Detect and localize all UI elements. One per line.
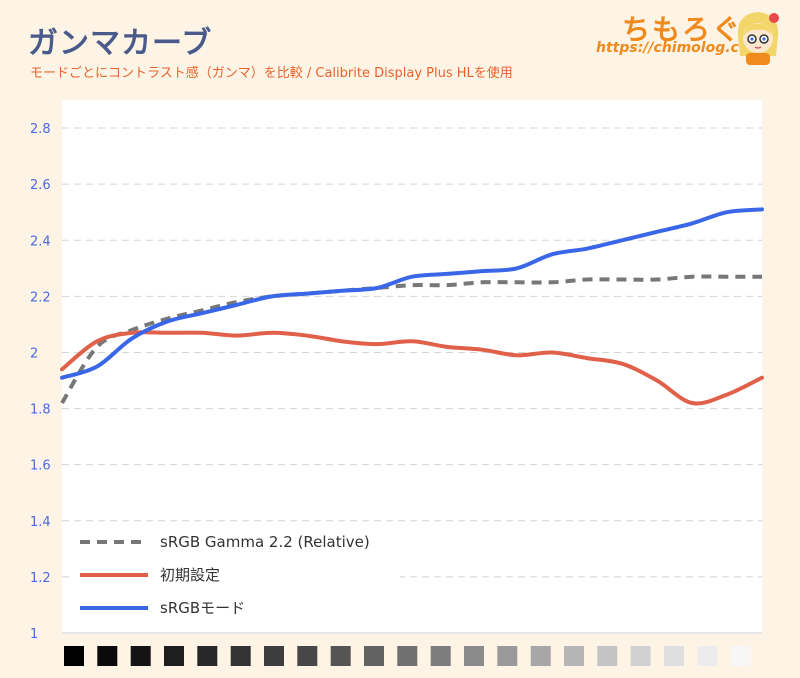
- legend-label: sRGB Gamma 2.2 (Relative): [160, 533, 370, 551]
- brand-url: https://chimolog.co/: [596, 40, 754, 56]
- series-line-default: [60, 330, 764, 406]
- grayscale-step: [464, 646, 484, 666]
- grayscale-step: [364, 646, 384, 666]
- page-title: ガンマカーブ: [28, 26, 213, 61]
- y-tick-label: 1.2: [30, 571, 51, 586]
- grayscale-step: [264, 646, 284, 666]
- y-tick-label: 1: [30, 627, 38, 642]
- legend: sRGB Gamma 2.2 (Relative) 初期設定 sRGBモード: [80, 533, 370, 617]
- grayscale-step: [230, 646, 251, 666]
- grayscale-step: [630, 646, 651, 666]
- mascot-icon: [737, 12, 779, 65]
- y-axis-ticks: 1 1.2 1.4 1.6 1.8 2 2.2 2.4 2.6 2.8: [30, 122, 51, 642]
- y-tick-label: 2.8: [30, 122, 51, 137]
- grayscale-step: [664, 646, 684, 666]
- brand-logo: ちもろぐ https://chimolog.co/: [588, 6, 788, 68]
- grayscale-step: [397, 646, 418, 666]
- y-tick-label: 2.2: [30, 290, 51, 305]
- y-tick-label: 2.6: [30, 178, 51, 193]
- y-tick-label: 1.4: [30, 515, 51, 530]
- y-tick-label: 2.4: [30, 234, 51, 249]
- grid-lines: [62, 127, 762, 578]
- brand-name: ちもろぐ: [622, 13, 743, 46]
- grayscale-steps: [64, 646, 751, 666]
- series-line-srgb-mode: [60, 207, 764, 380]
- grayscale-step: [430, 646, 451, 666]
- grayscale-step: [297, 646, 318, 666]
- grayscale-step: [564, 646, 584, 666]
- series-layer: [60, 207, 764, 406]
- grayscale-step: [697, 646, 718, 666]
- page-subtitle: モードごとにコントラスト感（ガンマ）を比較 / Calibrite Displa…: [30, 66, 513, 81]
- grayscale-step: [64, 646, 84, 666]
- legend-label: 初期設定: [160, 566, 220, 584]
- y-tick-label: 2: [30, 346, 38, 361]
- grayscale-step: [197, 646, 218, 666]
- grayscale-step: [164, 646, 184, 666]
- grayscale-step: [530, 646, 551, 666]
- y-tick-label: 1.6: [30, 459, 51, 474]
- grayscale-step: [497, 646, 518, 666]
- grayscale-step: [597, 646, 618, 666]
- grayscale-step: [330, 646, 351, 666]
- grayscale-step: [130, 646, 151, 666]
- y-tick-label: 1.8: [30, 403, 51, 418]
- legend-label: sRGBモード: [160, 599, 245, 617]
- grayscale-step: [97, 646, 118, 666]
- grayscale-step: [730, 646, 751, 666]
